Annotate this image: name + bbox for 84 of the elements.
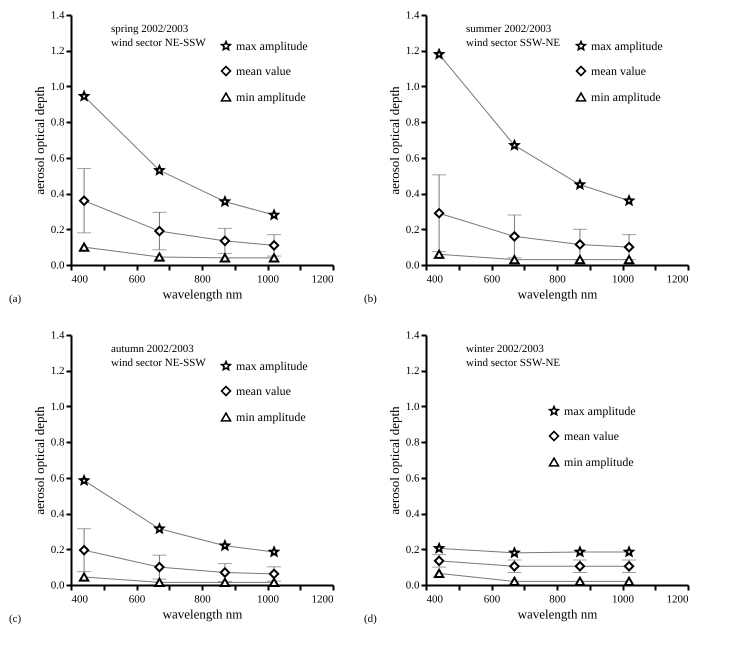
y-tick-label: 0.2 [406, 544, 420, 556]
text: spring 2002/2003 [111, 23, 189, 35]
x-tick-label: 800 [194, 594, 212, 606]
x-axis-title: wavelength nm [518, 286, 598, 302]
legend-label: mean value [236, 64, 291, 78]
y-tick-label: 1.2 [50, 365, 64, 378]
y-tick-label: 0.2 [50, 224, 64, 236]
text: wind sector NE-SSW [111, 37, 206, 49]
text: winter 2002/2003 [466, 343, 544, 355]
text: wind sector SSW-NE [466, 357, 560, 369]
y-tick-label: 1.4 [406, 330, 420, 342]
legend-label: min amplitude [236, 90, 306, 104]
x-tick-label: 1200 [312, 594, 334, 606]
y-tick-label: 0.4 [406, 188, 420, 200]
y-tick-label: 1.4 [50, 10, 65, 22]
x-tick-label: 800 [549, 274, 566, 286]
y-tick-label: 1.0 [50, 80, 65, 93]
y-tick-label: 0.8 [50, 436, 65, 449]
x-tick-label: 1200 [312, 274, 334, 286]
legend-label: min amplitude [236, 410, 306, 424]
text: (d) [364, 613, 378, 625]
legend-label: mean value [591, 64, 646, 78]
text: (c) [9, 613, 22, 625]
y-tick-label: 1.4 [406, 10, 420, 22]
y-tick-label: 1.2 [406, 45, 420, 58]
x-tick-label: 1000 [612, 594, 634, 606]
y-axis-title: aerosol optical depth [386, 406, 402, 515]
y-tick-label: 1.0 [406, 400, 420, 413]
x-tick-label: 1200 [666, 274, 689, 286]
y-tick-label: 1.2 [406, 365, 420, 378]
y-tick-label: 1.2 [50, 45, 64, 58]
y-tick-label: 0.2 [406, 224, 420, 236]
y-tick-label: 1.4 [50, 330, 65, 342]
y-tick-label: 0.6 [50, 472, 65, 484]
y-tick-label: 0.4 [50, 508, 65, 520]
x-tick-label: 800 [194, 274, 212, 286]
legend-label: min amplitude [564, 455, 634, 469]
legend-label: max amplitude [564, 404, 636, 418]
x-tick-label: 600 [128, 594, 146, 606]
y-tick-label: 0.8 [406, 436, 420, 449]
text: summer 2002/2003 [466, 23, 552, 35]
y-tick-label: 1.0 [406, 80, 420, 93]
legend-label: mean value [236, 384, 291, 398]
y-tick-label: 0.8 [50, 116, 65, 129]
text: (b) [364, 293, 378, 305]
x-tick-label: 800 [549, 594, 566, 606]
legend-label: max amplitude [236, 39, 308, 53]
x-tick-label: 600 [484, 594, 501, 606]
x-tick-label: 400 [426, 594, 444, 606]
x-tick-label: 1000 [257, 594, 280, 606]
text: wind sector SSW-NE [466, 37, 560, 49]
y-tick-label: 0.0 [50, 260, 65, 272]
y-tick-label: 0.6 [50, 152, 65, 164]
y-tick-label: 0.8 [406, 116, 420, 129]
legend-label: max amplitude [591, 39, 663, 53]
x-tick-label: 1000 [612, 274, 634, 286]
x-tick-label: 400 [426, 274, 444, 286]
legend-label: min amplitude [591, 90, 661, 104]
y-tick-label: 0.0 [406, 260, 420, 272]
legend-label: mean value [564, 429, 619, 443]
x-tick-label: 600 [484, 274, 501, 286]
y-tick-label: 0.4 [50, 188, 65, 200]
y-tick-label: 1.0 [50, 400, 65, 413]
y-tick-label: 0.6 [406, 472, 420, 484]
y-tick-label: 0.4 [406, 508, 420, 520]
y-tick-label: 0.0 [50, 580, 65, 592]
x-tick-label: 600 [128, 274, 146, 286]
legend-label: max amplitude [236, 359, 308, 373]
x-axis-title: wavelength nm [518, 606, 598, 622]
y-axis-title: aerosol optical depth [386, 86, 402, 195]
y-tick-label: 0.6 [406, 152, 420, 164]
x-axis-title: wavelength nm [162, 286, 242, 302]
x-tick-label: 400 [72, 594, 88, 606]
x-tick-label: 1200 [666, 594, 689, 606]
y-tick-label: 0.2 [50, 544, 64, 556]
text: autumn 2002/2003 [111, 343, 194, 355]
text: wind sector NE-SSW [111, 357, 206, 369]
y-tick-label: 0.0 [406, 580, 420, 592]
x-tick-label: 1000 [257, 274, 280, 286]
y-axis-title: aerosol optical depth [32, 86, 47, 195]
y-axis-title: aerosol optical depth [32, 406, 47, 515]
text: (a) [9, 293, 22, 305]
x-axis-title: wavelength nm [162, 606, 242, 622]
x-tick-label: 400 [72, 274, 88, 286]
